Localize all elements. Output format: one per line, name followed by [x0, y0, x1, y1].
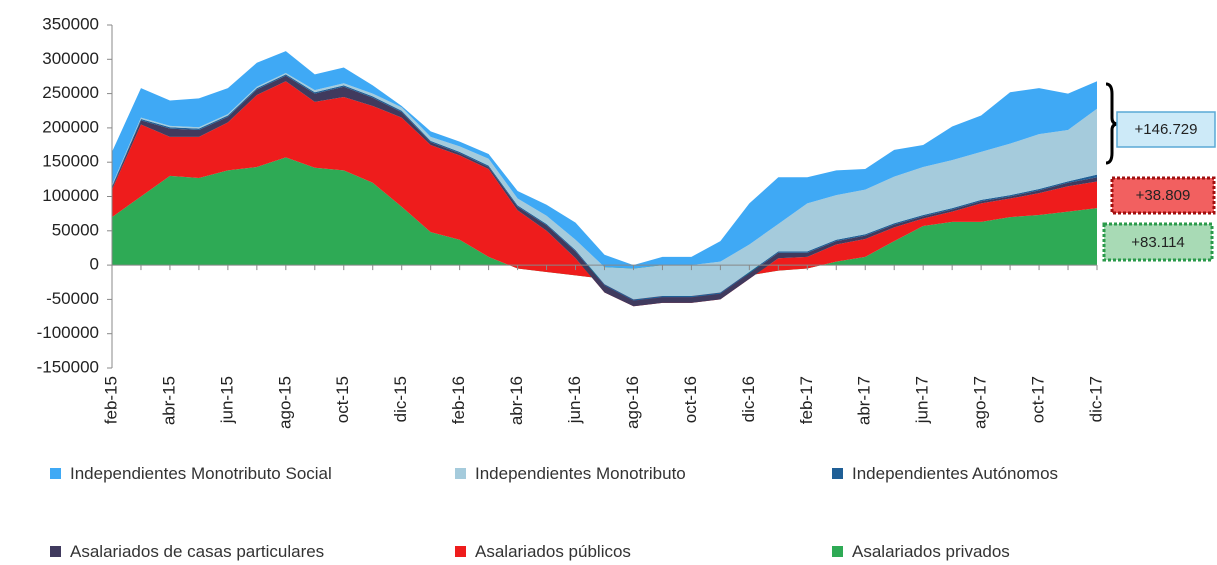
- x-tick-label: ago-17: [971, 376, 990, 429]
- x-tick-label: abr-17: [855, 376, 874, 425]
- y-tick-label: 150000: [42, 152, 99, 171]
- area: [112, 51, 1097, 269]
- y-tick-label: 50000: [52, 220, 99, 239]
- legend-swatch: [832, 546, 843, 557]
- legend-label: Asalariados de casas particulares: [70, 542, 325, 561]
- legend-label: Independientes Monotributo Social: [70, 464, 332, 483]
- x-tick-label: jun-17: [913, 376, 932, 424]
- legend-swatch: [455, 468, 466, 479]
- x-tick-label: feb-17: [797, 376, 816, 424]
- area: [112, 157, 1097, 283]
- x-tick-label: dic-17: [1086, 376, 1105, 422]
- x-tick-label: jun-15: [217, 376, 236, 424]
- annotation: +83.114: [1131, 234, 1185, 251]
- y-tick-label: 350000: [42, 14, 99, 33]
- x-tick-label: dic-16: [739, 376, 758, 422]
- y-tick-label: -50000: [46, 289, 99, 308]
- x-tick-label: abr-15: [159, 376, 178, 425]
- legend-label: Independientes Monotributo: [475, 464, 686, 483]
- legend-item: Asalariados privados: [832, 540, 1182, 564]
- y-tick-label: 300000: [42, 49, 99, 68]
- y-tick-label: 100000: [42, 186, 99, 205]
- x-tick-label: feb-16: [449, 376, 468, 424]
- y-tick-label: 250000: [42, 83, 99, 102]
- legend-item: Independientes Autónomos: [832, 462, 1182, 486]
- legend-label: Asalariados privados: [852, 542, 1010, 561]
- y-tick-label: 200000: [42, 117, 99, 136]
- y-tick-label: -150000: [37, 357, 99, 376]
- x-tick-label: jun-16: [565, 376, 584, 424]
- legend-label: Independientes Autónomos: [852, 464, 1059, 483]
- legend-swatch: [50, 546, 61, 557]
- brace: [1105, 82, 1119, 165]
- legend-swatch: [455, 546, 466, 557]
- annotation: +38.809: [1136, 187, 1191, 204]
- legend-item: Independientes Monotributo: [455, 462, 805, 486]
- annotation: +146.729: [1135, 121, 1198, 138]
- x-tick-label: ago-15: [275, 376, 294, 429]
- x-tick-label: oct-17: [1029, 376, 1048, 423]
- legend-item: Independientes Monotributo Social: [50, 462, 400, 486]
- area: [112, 73, 1097, 300]
- annotation-box: [1116, 111, 1216, 148]
- annotation-box: [1110, 176, 1216, 215]
- y-tick-label: -100000: [37, 323, 99, 342]
- legend-label: Asalariados públicos: [475, 542, 631, 561]
- annotation-box: [1102, 222, 1214, 262]
- x-tick-label: oct-16: [681, 376, 700, 423]
- x-tick-label: oct-15: [333, 376, 352, 423]
- legend-swatch: [832, 468, 843, 479]
- x-tick-label: dic-15: [391, 376, 410, 422]
- x-tick-label: feb-15: [101, 376, 120, 424]
- area: [112, 81, 1097, 307]
- legend-swatch: [50, 468, 61, 479]
- y-tick-label: 0: [90, 255, 99, 274]
- x-tick-label: abr-16: [507, 376, 526, 425]
- legend-item: Asalariados de casas particulares: [50, 540, 400, 564]
- legend-item: Asalariados públicos: [455, 540, 805, 564]
- x-tick-label: ago-16: [623, 376, 642, 429]
